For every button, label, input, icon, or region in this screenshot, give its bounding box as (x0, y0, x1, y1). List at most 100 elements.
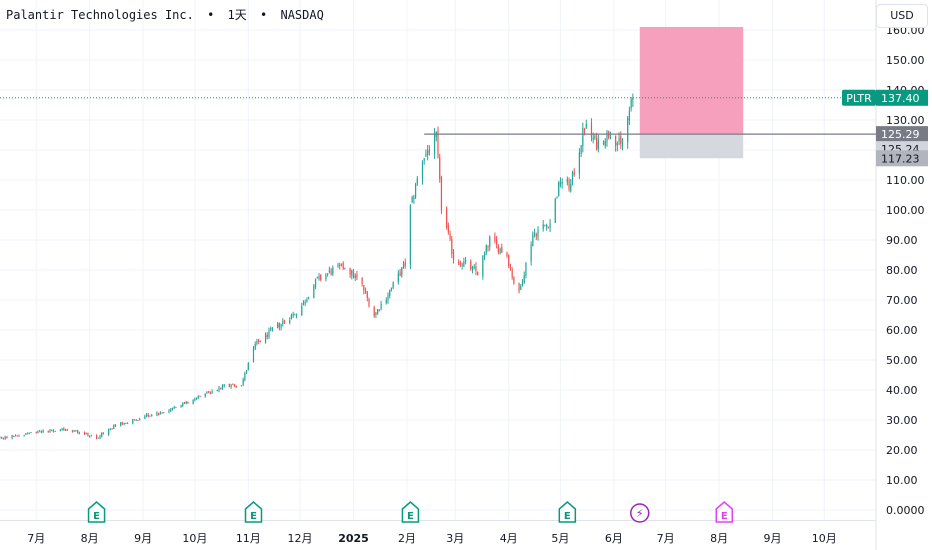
candle-body (547, 226, 549, 229)
candle-body (244, 372, 246, 380)
candle-body (494, 235, 496, 242)
candles (0, 93, 634, 440)
candle-body (340, 263, 343, 265)
candle-body (461, 264, 463, 266)
candle-body (39, 431, 41, 433)
y-tick-label: 70.00 (886, 294, 918, 307)
candle-body (525, 262, 527, 276)
candle-body (399, 272, 401, 276)
candle-body (306, 299, 308, 302)
earnings-icon-label: E (407, 511, 414, 522)
candle-body (470, 260, 472, 270)
candle-body (344, 267, 346, 269)
time-axis[interactable]: 7月 8月 9月 10月 11月 12月 2025 2月 3月 4月 5月 6月 7月 8月 9月 10月 (27, 532, 837, 545)
candle-body (271, 328, 274, 330)
candle-body (497, 246, 499, 253)
candle-body (437, 130, 439, 157)
stop-zone (639, 134, 744, 159)
candle-body (0, 437, 1, 439)
candle-body (73, 430, 75, 432)
candle-body (366, 291, 368, 298)
candle-body (173, 407, 175, 409)
candle-body (378, 309, 380, 311)
candle-body (113, 424, 115, 429)
candle-body (558, 182, 560, 197)
candle-body (559, 182, 562, 185)
candle-body (308, 297, 310, 299)
candle-body (149, 415, 151, 417)
candle-body (194, 398, 196, 401)
currency-button[interactable]: USD (876, 4, 928, 28)
candle-body (464, 260, 467, 262)
candle-body (135, 419, 137, 421)
candle-body (123, 422, 125, 424)
earnings-icon (401, 501, 420, 523)
candle-body (209, 391, 211, 393)
candle-body (13, 435, 15, 437)
symbol-tag (842, 89, 876, 106)
candle-body (85, 433, 87, 435)
candle-body (602, 140, 605, 145)
exchange-label: NASDAQ (280, 8, 324, 22)
candle-body (397, 273, 399, 283)
candle-body (337, 264, 339, 267)
dividend-icon-label: ⚡ (636, 507, 644, 520)
candle-body (616, 143, 618, 145)
candle-body (585, 124, 587, 128)
candle-body (280, 323, 282, 328)
candle-body (37, 431, 39, 433)
candle-body (232, 383, 234, 385)
candle-body (1, 437, 3, 439)
candle-body (75, 430, 77, 432)
candle-body (175, 406, 177, 408)
candle-body (316, 277, 318, 279)
candle-body (277, 323, 279, 329)
x-tick-label: 5月 (551, 532, 569, 545)
y-tick-label: 110.00 (886, 174, 925, 187)
candle-body (433, 134, 436, 153)
candle-body (268, 330, 270, 337)
candle-body (49, 430, 51, 433)
symbol-title: Palantir Technologies Inc. • 1天 • NASDAQ (6, 6, 330, 23)
candle-body (247, 363, 249, 371)
candle-body (54, 431, 56, 433)
candle-body (25, 433, 27, 435)
dividend-icon (630, 503, 650, 523)
candle-body (6, 437, 8, 439)
candle-body (401, 267, 403, 276)
candle-body (42, 430, 44, 432)
candle-body (546, 224, 548, 227)
candle-body (368, 298, 370, 307)
candle-body (220, 387, 222, 389)
candle-body (413, 196, 415, 199)
candle-body (364, 290, 367, 293)
candle-body (409, 204, 412, 265)
candle-body (556, 197, 558, 199)
candle-body (499, 248, 501, 254)
candle-body (351, 270, 353, 276)
y-tick-label: 130.00 (886, 114, 925, 127)
candle-body (361, 277, 363, 285)
candle-body (163, 412, 165, 414)
candle-body (289, 320, 291, 323)
candle-body (389, 290, 391, 297)
candle-body (223, 384, 225, 387)
candle-body (628, 110, 631, 121)
last-price-tag-label: 137.40 (881, 92, 920, 105)
candle-body (356, 274, 358, 278)
candle-body (120, 422, 122, 426)
candle-body (16, 435, 18, 437)
x-tick-label: 11月 (236, 532, 261, 545)
candle-body (139, 419, 141, 421)
candle-body (314, 278, 317, 288)
event-markers: E E E E ⚡ E (87, 501, 734, 523)
candle-body (489, 237, 491, 247)
candle-body (627, 117, 629, 143)
candle-body (377, 309, 379, 314)
candle-body (578, 152, 581, 174)
y-tick-label: 40.00 (886, 384, 918, 397)
y-tick-label: 30.00 (886, 414, 918, 427)
candle-body (411, 197, 413, 203)
